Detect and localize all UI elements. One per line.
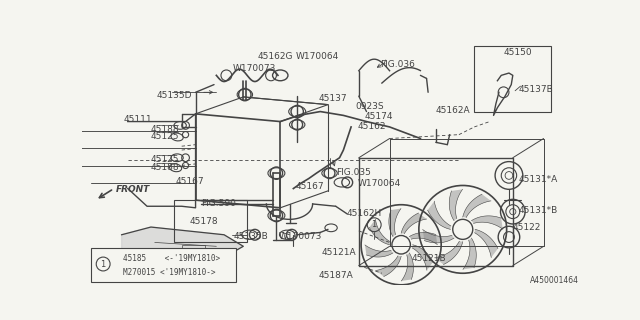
Polygon shape [401,253,413,281]
Polygon shape [428,201,451,229]
Text: 45111: 45111 [124,116,152,124]
Polygon shape [389,209,401,236]
Text: W170064: W170064 [357,179,401,188]
Text: 1: 1 [372,220,377,229]
Polygon shape [463,194,491,218]
Polygon shape [376,256,401,276]
Text: 45125: 45125 [151,132,179,141]
Polygon shape [122,227,243,266]
Text: 45131*A: 45131*A [519,175,558,184]
Text: 45121B: 45121B [411,254,446,263]
Text: 45135B: 45135B [234,232,268,241]
Text: 45185    <-'19MY1810>: 45185 <-'19MY1810> [123,254,220,263]
Polygon shape [449,189,463,221]
Polygon shape [422,229,454,243]
Text: 45188: 45188 [151,124,180,134]
Text: 45188: 45188 [151,163,180,172]
Text: 45178: 45178 [189,217,218,226]
Polygon shape [463,238,476,269]
Text: 45150: 45150 [504,48,532,57]
Text: 45162A: 45162A [436,106,470,115]
Bar [182,245,205,259]
Polygon shape [435,241,463,265]
Text: FIG.590: FIG.590 [201,198,236,208]
Text: 45121A: 45121A [322,248,356,257]
Text: 45167: 45167 [175,177,204,186]
Polygon shape [472,216,503,229]
Text: 45122: 45122 [513,223,541,232]
Text: FRONT: FRONT [116,185,150,194]
Text: 45137B: 45137B [518,84,553,93]
Text: 45167: 45167 [296,182,324,191]
Polygon shape [401,213,427,234]
Polygon shape [365,245,393,257]
Polygon shape [369,219,390,245]
Text: 45137: 45137 [319,94,348,103]
Text: 1: 1 [100,260,106,268]
Text: W170064: W170064 [296,52,339,61]
Polygon shape [410,232,437,244]
Text: M270015 <'19MY1810->: M270015 <'19MY1810-> [123,268,216,277]
Text: 0923S: 0923S [355,101,383,110]
Text: 45174: 45174 [364,112,393,121]
Text: FIG.035: FIG.035 [336,168,371,177]
Polygon shape [475,229,498,258]
Text: 45162G: 45162G [257,52,292,61]
Text: W170073: W170073 [232,64,276,73]
Text: 45135D: 45135D [156,91,192,100]
Text: 45187A: 45187A [319,271,353,280]
Text: 45131*B: 45131*B [519,206,558,215]
Bar [474,46,551,112]
Text: FIG.036: FIG.036 [380,60,415,69]
Text: A450001464: A450001464 [530,276,579,285]
Polygon shape [412,245,433,270]
Text: 45162: 45162 [357,122,386,131]
Bar [174,200,247,243]
Text: 45125: 45125 [151,156,179,164]
Text: W170073: W170073 [279,232,322,241]
Text: 45162H: 45162H [346,209,381,218]
Bar [91,248,236,282]
